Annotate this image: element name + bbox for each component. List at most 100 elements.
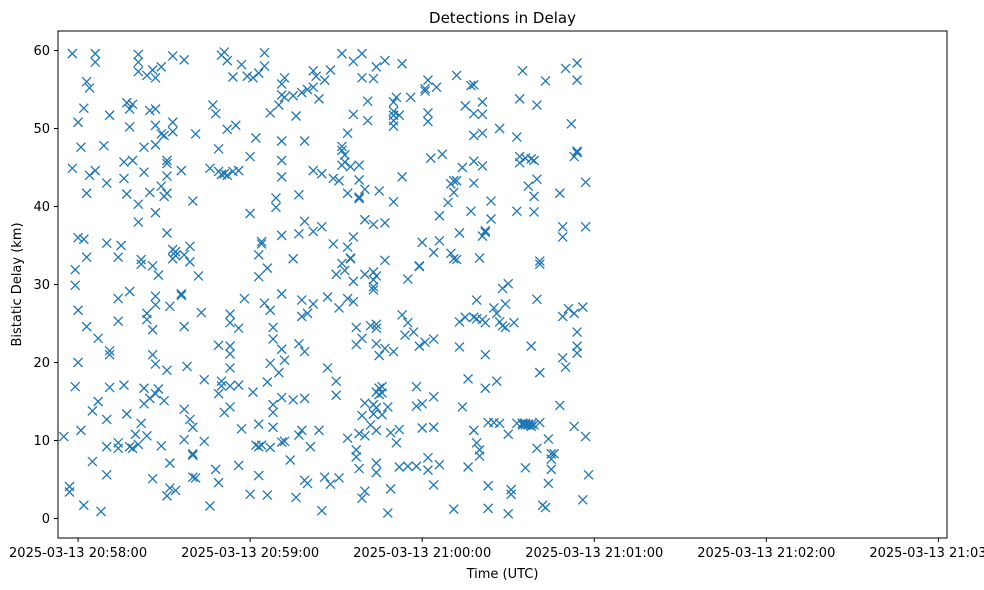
data-point-marker — [213, 388, 224, 399]
data-point-marker — [256, 238, 267, 249]
data-point-marker — [480, 227, 491, 238]
data-point-marker — [265, 358, 276, 369]
data-point-marker — [319, 472, 330, 483]
data-point-marker — [454, 316, 465, 327]
x-tick-label: 2025-03-13 21:03:00 — [869, 546, 984, 561]
data-point-marker — [179, 404, 190, 415]
data-point-marker — [345, 253, 356, 264]
data-point-marker — [182, 361, 193, 372]
data-point-marker — [526, 419, 537, 430]
data-point-marker — [176, 288, 187, 299]
y-tick-label: 10 — [33, 434, 50, 449]
data-point-marker — [414, 341, 425, 352]
data-point-marker — [534, 417, 545, 428]
data-point-marker — [448, 175, 459, 186]
data-point-marker — [268, 407, 279, 418]
data-point-marker — [101, 469, 112, 480]
data-point-marker — [471, 295, 482, 306]
data-point-marker — [377, 409, 388, 420]
data-point-marker — [58, 431, 69, 442]
data-point-marker — [331, 269, 342, 280]
data-point-marker — [222, 124, 233, 135]
data-point-marker — [371, 458, 382, 469]
data-point-marker — [368, 73, 379, 84]
data-point-marker — [554, 188, 565, 199]
data-point-marker — [474, 451, 485, 462]
data-point-marker — [451, 254, 462, 265]
data-point-marker — [506, 489, 517, 500]
data-point-marker — [104, 110, 115, 121]
data-point-marker — [488, 302, 499, 313]
data-point-marker — [451, 175, 462, 186]
data-point-marker — [213, 340, 224, 351]
x-axis-ticks: 2025-03-13 20:58:00 2025-03-13 20:59:00 20… — [9, 538, 984, 561]
data-point-marker — [554, 400, 565, 411]
data-point-marker — [448, 253, 459, 264]
data-point-marker — [371, 338, 382, 349]
data-point-marker — [279, 355, 290, 366]
data-point-marker — [136, 259, 147, 270]
data-point-marker — [299, 216, 310, 227]
data-point-marker — [388, 121, 399, 132]
data-point-marker — [268, 399, 279, 410]
data-point-marker — [170, 246, 181, 257]
data-point-marker — [379, 343, 390, 354]
data-point-marker — [503, 429, 514, 440]
data-point-marker — [291, 111, 301, 121]
data-point-marker — [121, 409, 132, 419]
data-point-marker — [279, 92, 290, 103]
data-point-marker — [150, 359, 161, 370]
data-point-marker — [319, 75, 330, 86]
data-point-marker — [388, 196, 399, 207]
data-point-marker — [150, 291, 161, 302]
data-point-marker — [314, 93, 324, 104]
data-point-marker — [227, 72, 238, 82]
data-point-marker — [147, 65, 158, 75]
data-point-marker — [391, 92, 402, 103]
data-point-marker — [118, 157, 129, 167]
data-point-marker — [580, 221, 591, 232]
data-point-marker — [98, 140, 109, 151]
plot-area-frame — [57, 30, 948, 539]
data-point-marker — [219, 47, 230, 58]
data-point-marker — [357, 333, 367, 344]
data-point-marker — [176, 165, 187, 176]
data-point-marker — [162, 155, 172, 166]
data-point-marker — [150, 104, 161, 114]
data-point-marker — [491, 376, 502, 387]
data-point-marker — [325, 479, 336, 490]
data-point-marker — [580, 177, 591, 188]
data-point-marker — [468, 312, 479, 323]
data-point-marker — [368, 281, 379, 292]
data-point-marker — [531, 174, 542, 185]
data-point-marker — [256, 440, 267, 451]
data-point-marker — [136, 418, 147, 429]
data-point-marker — [184, 256, 195, 267]
data-point-marker — [428, 334, 439, 345]
data-point-marker — [394, 462, 405, 472]
data-point-marker — [225, 380, 236, 391]
data-point-marker — [371, 425, 382, 436]
data-point-marker — [394, 424, 405, 435]
data-point-marker — [411, 461, 422, 472]
y-tick-label: 20 — [33, 356, 50, 371]
data-point-marker — [465, 80, 476, 91]
data-point-marker — [402, 274, 413, 284]
data-point-marker — [139, 383, 149, 394]
data-point-marker — [265, 305, 276, 316]
data-point-marker — [529, 155, 540, 166]
data-point-marker — [276, 344, 287, 355]
data-point-marker — [477, 109, 488, 120]
data-point-marker — [425, 153, 436, 164]
data-point-marker — [454, 228, 465, 238]
data-point-marker — [422, 465, 433, 476]
data-point-marker — [569, 421, 580, 432]
data-point-marker — [296, 425, 307, 436]
data-point-marker — [118, 173, 129, 184]
data-point-marker — [328, 238, 339, 249]
data-point-marker — [248, 72, 258, 83]
data-point-marker — [187, 450, 198, 461]
data-point-marker — [187, 448, 198, 459]
y-tick-label: 30 — [33, 278, 50, 293]
data-point-marker — [348, 109, 359, 120]
